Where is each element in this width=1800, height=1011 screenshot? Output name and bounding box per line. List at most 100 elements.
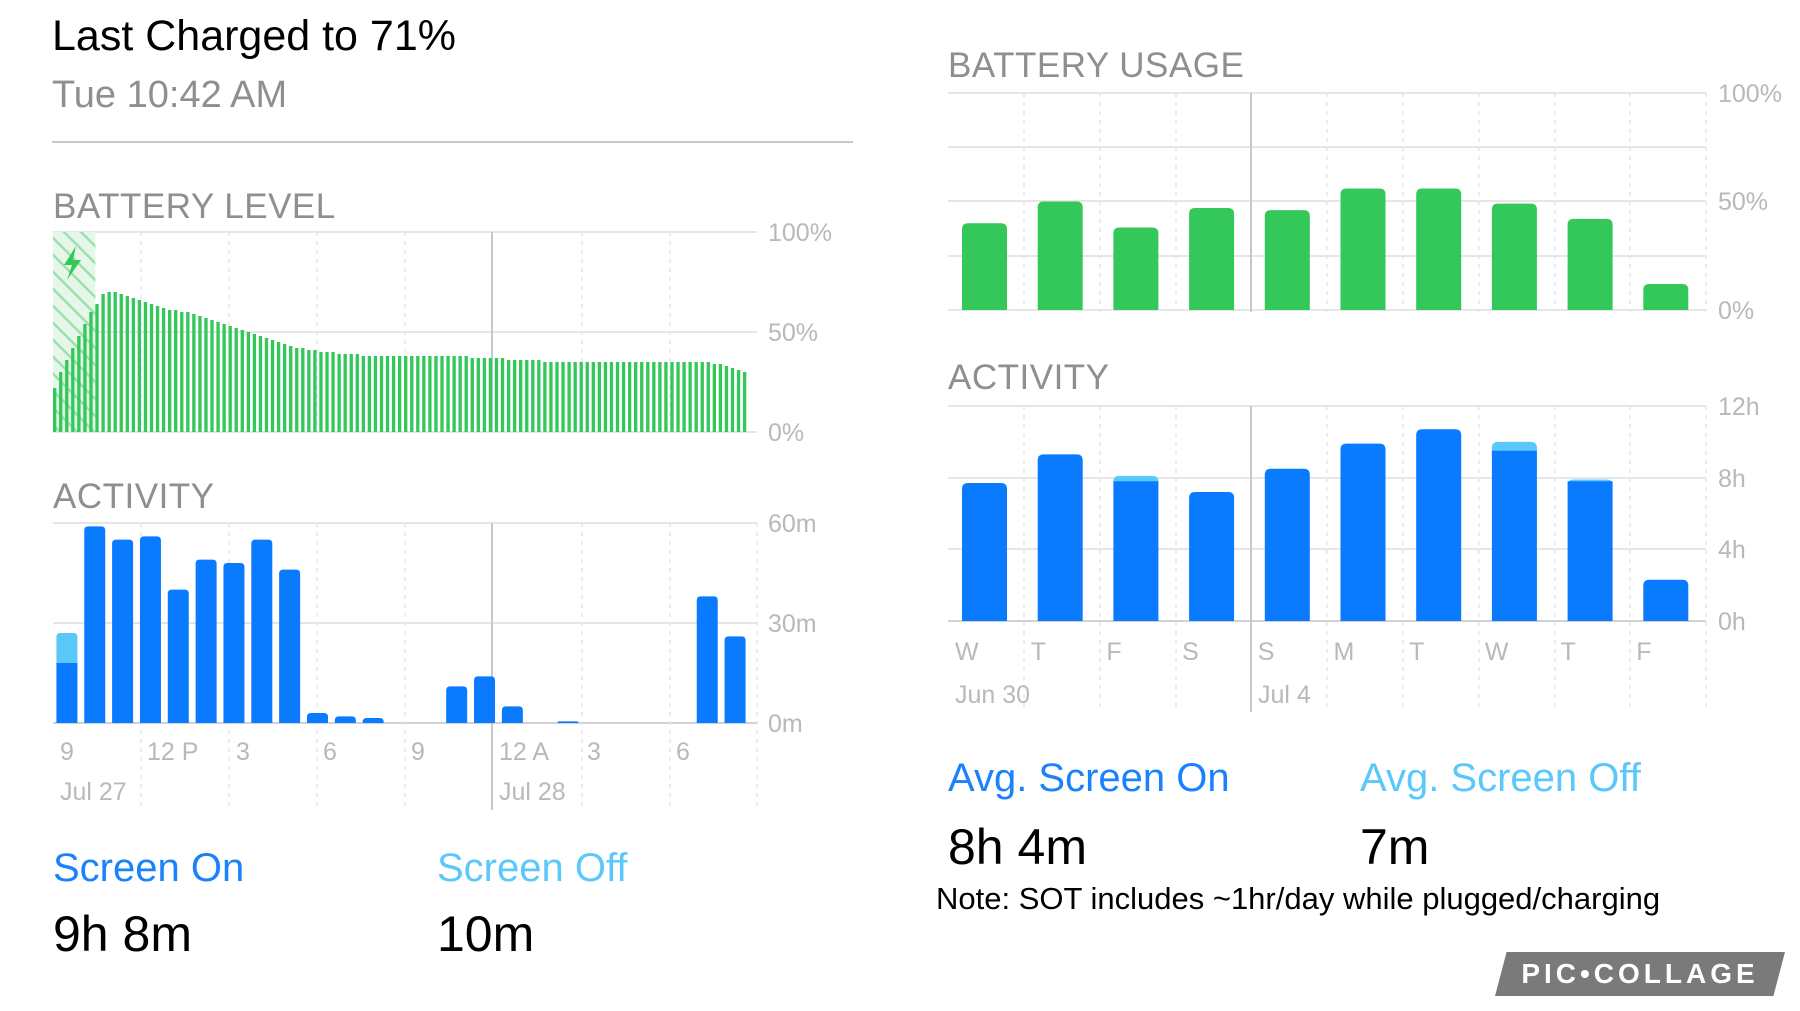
battery-level-bar <box>385 356 390 432</box>
battery-usage-bar <box>1340 188 1386 310</box>
battery-level-bar <box>155 306 160 432</box>
battery-level-bar <box>525 360 529 432</box>
battery-level-bar <box>161 308 166 432</box>
battery-level-bar <box>131 298 136 432</box>
battery-level-bar <box>210 320 214 432</box>
ytick-label: 100% <box>1718 80 1782 108</box>
battery-level-bar <box>192 314 196 432</box>
xtick-label: S <box>1258 638 1275 666</box>
battery-level-bar <box>307 350 311 432</box>
battery-level-bar <box>95 304 99 432</box>
battery-level-bar <box>555 362 559 432</box>
ytick-label: 100% <box>768 219 832 247</box>
screen-on-bar <box>84 526 106 723</box>
ytick-label: 0m <box>768 710 803 738</box>
screen-on-bar <box>112 539 134 723</box>
battery-level-bar <box>289 346 293 432</box>
ytick-label: 50% <box>768 319 818 347</box>
battery-level-bar <box>391 356 396 432</box>
battery-level-bar <box>597 362 602 432</box>
battery-usage-bar <box>1567 218 1613 310</box>
charging-bolt-icon <box>64 246 81 280</box>
screen-off-value: 10m <box>437 906 535 962</box>
battery-level-bar <box>730 368 735 432</box>
battery-level-bar <box>113 292 117 432</box>
pic-collage-watermark: PIC•COLLAGE <box>1495 952 1785 996</box>
xtick-label: 12 P <box>147 738 198 766</box>
battery-level-bar <box>700 362 704 432</box>
battery-level-bar <box>585 362 589 432</box>
xtick-label: M <box>1334 638 1355 666</box>
screen-on-bar <box>1113 481 1159 621</box>
battery-level-bar <box>664 362 668 432</box>
screen-on-bar <box>1037 454 1083 621</box>
battery-level-bar <box>416 356 420 432</box>
last-charged-title: Last Charged to 71% <box>52 12 456 60</box>
xtick-label: 9 <box>60 738 74 766</box>
screen-on-bar <box>56 663 78 723</box>
xtick-label: 12 A <box>499 738 549 766</box>
battery-level-bar <box>83 324 87 432</box>
battery-level-bar <box>621 362 626 432</box>
battery-level-bar <box>59 372 63 432</box>
xtick-label: T <box>1561 638 1576 666</box>
battery-level-bar <box>410 356 414 432</box>
screen-off-bar <box>56 633 78 666</box>
battery-level-bar <box>137 300 142 432</box>
battery-level-bar <box>609 362 614 432</box>
battery-level-bar <box>101 294 105 432</box>
screen-on-bar <box>306 713 328 723</box>
screen-on-bar <box>962 483 1007 621</box>
date-label: Jul 4 <box>1258 681 1311 709</box>
battery-level-bar <box>373 356 378 432</box>
battery-level-bar <box>464 356 468 432</box>
battery-level-bar <box>222 324 226 432</box>
xtick-label: F <box>1106 638 1121 666</box>
battery-level-bar <box>77 336 81 432</box>
battery-level-bar <box>573 362 577 432</box>
battery-usage-heading: BATTERY USAGE <box>948 46 1245 85</box>
xtick-label: T <box>1031 638 1046 666</box>
activity-heading-left: ACTIVITY <box>53 477 215 516</box>
battery-level-bar <box>198 316 202 432</box>
battery-level-bar <box>724 366 729 432</box>
ytick-label: 8h <box>1718 465 1746 493</box>
battery-level-bar <box>367 356 372 432</box>
screen-on-bar <box>1643 579 1689 621</box>
screen-on-bar <box>696 596 718 723</box>
screen-on-bar <box>1189 492 1235 621</box>
ytick-label: 30m <box>768 610 817 638</box>
screen-on-bar <box>139 536 161 723</box>
screen-on-bar <box>279 569 301 723</box>
battery-level-bar <box>482 358 487 432</box>
battery-level-bar <box>53 388 57 432</box>
battery-level-bar <box>404 356 408 432</box>
ytick-label: 12h <box>1718 393 1760 421</box>
screen-on-value: 9h 8m <box>53 906 192 962</box>
battery-level-bar <box>149 304 154 432</box>
ytick-label: 0h <box>1718 608 1746 636</box>
battery-usage-bar <box>1491 203 1537 310</box>
screen-on-bar <box>446 686 468 723</box>
screen-on-bar <box>362 718 384 723</box>
battery-level-bar <box>313 350 317 432</box>
battery-level-bar <box>434 356 438 432</box>
last-charged-time: Tue 10:42 AM <box>52 74 288 116</box>
battery-level-bar <box>331 352 335 432</box>
xtick-label: W <box>1485 638 1509 666</box>
battery-level-heading: BATTERY LEVEL <box>53 187 336 226</box>
screen-on-bar <box>1340 443 1386 621</box>
battery-level-bar <box>270 340 275 432</box>
avg-screen-on-value: 8h 4m <box>948 819 1087 875</box>
battery-level-bar <box>742 372 747 432</box>
xtick-label: 6 <box>323 738 337 766</box>
battery-level-bar <box>476 358 480 432</box>
battery-usage-bar <box>1416 188 1462 310</box>
battery-usage-bar <box>1264 210 1310 310</box>
battery-level-bar <box>543 362 547 432</box>
ytick-label: 4h <box>1718 536 1746 564</box>
battery-level-bar <box>65 360 69 432</box>
xtick-label: W <box>955 638 979 666</box>
battery-level-bar <box>634 362 638 432</box>
screen-on-label: Screen On <box>53 846 245 890</box>
